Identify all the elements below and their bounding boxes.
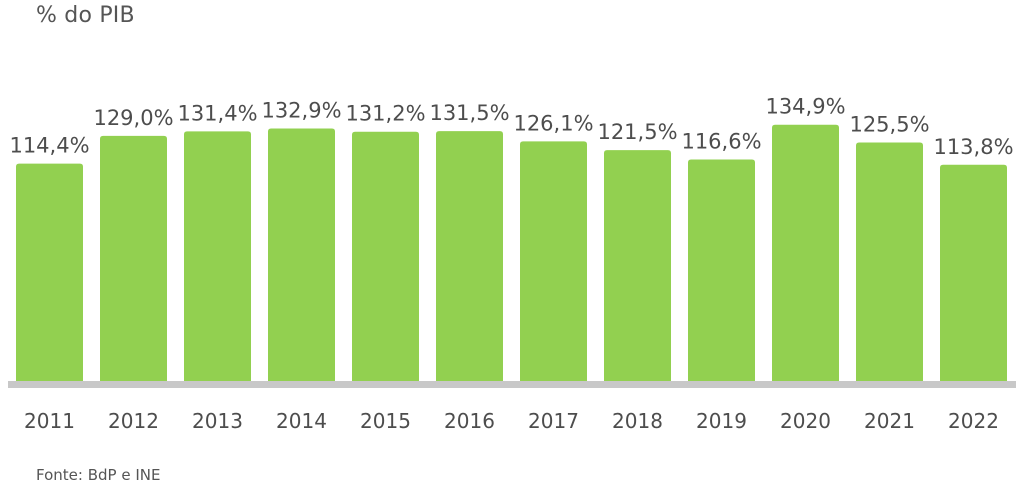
x-tick-label-2014: 2014 [276, 409, 327, 433]
value-label-group: 114,4%129,0% 131,4% 132,9% 131,2% 131,5% 126,… [9, 95, 1013, 159]
bar-2018 [604, 150, 671, 381]
value-label-2014: 132,9% [261, 98, 341, 122]
bar-chart: 114,4%129,0% 131,4% 132,9% 131,2% 131,5% 126,… [8, 95, 1016, 433]
x-tick-label-2016: 2016 [444, 409, 495, 433]
x-tick-label-2018: 2018 [612, 409, 663, 433]
bar-2021 [856, 142, 923, 381]
bar-group [16, 124, 1007, 381]
x-tick-label-2022: 2022 [948, 409, 999, 433]
x-tick-label-2017: 2017 [528, 409, 579, 433]
bar-2014 [268, 128, 335, 381]
x-tick-label-2019: 2019 [696, 409, 747, 433]
bar-2013 [184, 131, 251, 381]
value-label-2018: 121,5% [597, 120, 677, 144]
bar-2022 [940, 164, 1007, 381]
bar-2016 [436, 131, 503, 381]
x-tick-label-2011: 2011 [24, 409, 75, 433]
x-axis-baseline [8, 381, 1016, 388]
bar-2012 [100, 135, 167, 381]
x-tick-label-2012: 2012 [108, 409, 159, 433]
value-label-2017: 126,1% [513, 111, 593, 135]
bar-2015 [352, 131, 419, 381]
bar-2020 [772, 124, 839, 381]
bar-2019 [688, 159, 755, 381]
value-label-2015: 131,2% [345, 102, 425, 126]
x-tick-label-group: 2011 2012 2013 2014 2015 2016 2017 2018 2019 2020… [24, 409, 999, 433]
value-label-2020: 134,9% [765, 95, 845, 119]
value-label-2013: 131,4% [177, 101, 257, 125]
value-label-2012: 129,0% [93, 106, 173, 130]
chart-unit-label: % do PIB [36, 3, 135, 28]
bar-2011 [16, 163, 83, 381]
value-label-2019: 116,6% [681, 129, 761, 153]
value-label-2011: 114,4% [9, 134, 89, 158]
x-tick-label-2020: 2020 [780, 409, 831, 433]
value-label-2022: 113,8% [933, 135, 1013, 159]
bar-2017 [520, 141, 587, 381]
x-tick-label-2013: 2013 [192, 409, 243, 433]
source-note: Fonte: BdP e INE [36, 466, 161, 484]
x-tick-label-2015: 2015 [360, 409, 411, 433]
x-tick-label-2021: 2021 [864, 409, 915, 433]
value-label-2016: 131,5% [429, 101, 509, 125]
value-label-2021: 125,5% [849, 113, 929, 137]
